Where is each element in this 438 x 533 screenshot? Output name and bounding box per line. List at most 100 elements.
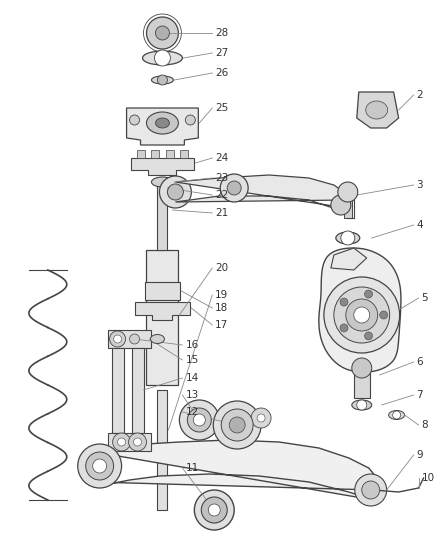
Circle shape — [338, 182, 358, 202]
Circle shape — [213, 401, 261, 449]
Bar — [151, 150, 159, 158]
Circle shape — [155, 50, 170, 66]
Bar — [145, 282, 180, 300]
Circle shape — [229, 417, 245, 433]
Circle shape — [159, 176, 191, 208]
Circle shape — [113, 335, 122, 343]
Ellipse shape — [352, 400, 372, 410]
Ellipse shape — [155, 118, 170, 128]
Circle shape — [221, 409, 253, 441]
Text: 24: 24 — [215, 153, 229, 163]
Text: 13: 13 — [185, 390, 198, 400]
Ellipse shape — [389, 410, 405, 419]
Text: 25: 25 — [215, 103, 229, 113]
Circle shape — [257, 414, 265, 422]
Text: 12: 12 — [185, 407, 198, 417]
Circle shape — [117, 438, 126, 446]
Circle shape — [194, 490, 234, 530]
Bar — [354, 368, 370, 398]
Circle shape — [167, 184, 184, 200]
Polygon shape — [331, 248, 367, 270]
Polygon shape — [175, 175, 347, 210]
Circle shape — [362, 481, 380, 499]
Text: 28: 28 — [215, 28, 229, 38]
Polygon shape — [95, 440, 379, 500]
Bar — [131, 348, 144, 433]
Circle shape — [155, 26, 170, 40]
Circle shape — [341, 231, 355, 245]
Polygon shape — [319, 248, 401, 372]
Text: 9: 9 — [417, 450, 423, 460]
Text: 7: 7 — [417, 390, 423, 400]
Bar — [137, 150, 145, 158]
Text: 20: 20 — [215, 263, 228, 273]
Circle shape — [157, 75, 167, 85]
Circle shape — [340, 324, 348, 332]
Text: 18: 18 — [215, 303, 229, 313]
Circle shape — [227, 181, 241, 195]
Text: 19: 19 — [215, 290, 229, 300]
Text: 3: 3 — [417, 180, 423, 190]
Ellipse shape — [336, 232, 360, 244]
Circle shape — [78, 444, 122, 488]
Circle shape — [187, 408, 211, 432]
Text: 5: 5 — [421, 293, 428, 303]
Circle shape — [93, 459, 106, 473]
Text: 8: 8 — [421, 420, 428, 430]
Bar — [146, 250, 178, 385]
Circle shape — [130, 115, 140, 125]
Circle shape — [331, 195, 351, 215]
Circle shape — [193, 414, 205, 426]
Bar — [108, 330, 152, 348]
Text: 15: 15 — [185, 355, 198, 365]
Bar — [112, 348, 124, 433]
Circle shape — [324, 277, 399, 353]
Circle shape — [208, 504, 220, 516]
Circle shape — [185, 115, 195, 125]
Bar — [344, 200, 352, 218]
Text: 14: 14 — [185, 373, 198, 383]
Ellipse shape — [152, 76, 173, 84]
Circle shape — [380, 311, 388, 319]
Polygon shape — [131, 158, 194, 175]
Text: 6: 6 — [417, 357, 423, 367]
Polygon shape — [134, 302, 191, 320]
Text: 2: 2 — [417, 90, 423, 100]
Circle shape — [355, 474, 387, 506]
Ellipse shape — [366, 101, 388, 119]
Circle shape — [130, 334, 140, 344]
Text: 10: 10 — [421, 473, 434, 483]
Polygon shape — [127, 108, 198, 145]
Circle shape — [251, 408, 271, 428]
Ellipse shape — [146, 112, 178, 134]
Ellipse shape — [152, 177, 173, 187]
Circle shape — [392, 411, 401, 419]
Circle shape — [334, 287, 390, 343]
Circle shape — [180, 400, 219, 440]
Text: 26: 26 — [215, 68, 229, 78]
Circle shape — [134, 438, 141, 446]
Circle shape — [340, 298, 348, 306]
Bar — [166, 150, 174, 158]
Bar — [108, 433, 152, 451]
Text: 22: 22 — [215, 190, 229, 200]
Circle shape — [129, 433, 146, 451]
Circle shape — [201, 497, 227, 523]
Circle shape — [364, 290, 372, 298]
Bar — [157, 185, 167, 250]
Polygon shape — [357, 92, 399, 128]
Circle shape — [364, 332, 372, 340]
Circle shape — [146, 17, 178, 49]
Text: 4: 4 — [417, 220, 423, 230]
Circle shape — [113, 433, 131, 451]
Circle shape — [110, 331, 126, 347]
Circle shape — [86, 452, 113, 480]
Text: 21: 21 — [215, 208, 229, 218]
Text: 16: 16 — [185, 340, 198, 350]
Text: 23: 23 — [215, 173, 229, 183]
Text: 11: 11 — [185, 463, 198, 473]
Circle shape — [346, 299, 378, 331]
Circle shape — [352, 358, 372, 378]
Text: 27: 27 — [215, 48, 229, 58]
Circle shape — [357, 400, 367, 410]
